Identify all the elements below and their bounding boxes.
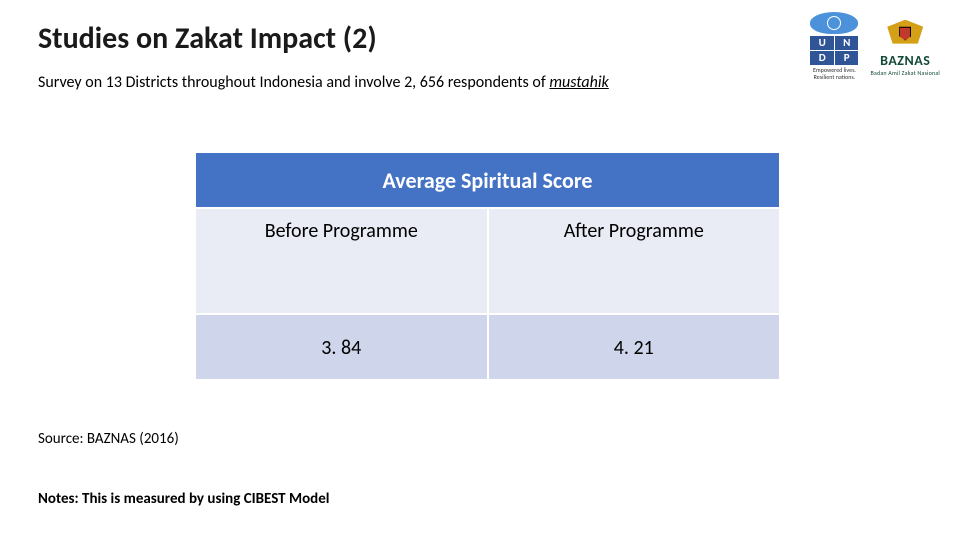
baznas-name: BAZNAS (880, 52, 930, 69)
subtitle-italic: mustahik (549, 73, 608, 92)
spiritual-score-table: Average Spiritual Score Before Programme… (195, 152, 780, 380)
undp-letter: N (835, 36, 859, 50)
undp-letter: U (810, 36, 834, 50)
undp-letter-grid: U N D P (810, 36, 858, 65)
un-emblem-icon (810, 12, 858, 34)
col-after-header: After Programme (488, 208, 781, 314)
logo-bar: U N D P Empowered lives. Resilient natio… (808, 12, 940, 80)
before-value: 3. 84 (195, 314, 488, 380)
baznas-logo: BAZNAS Badan Amil Zakat Nasional (870, 16, 940, 77)
garuda-icon (885, 16, 925, 52)
after-value: 4. 21 (488, 314, 781, 380)
col-before-header: Before Programme (195, 208, 488, 314)
source-note: Source: BAZNAS (2016) (38, 430, 179, 448)
undp-logo: U N D P Empowered lives. Resilient natio… (808, 12, 860, 80)
table-row-subheader: Before Programme After Programme (195, 208, 780, 314)
undp-caption: Empowered lives. Resilient nations. (808, 67, 860, 80)
undp-letter: D (810, 51, 834, 65)
subtitle-text: Survey on 13 Districts throughout Indone… (38, 73, 549, 92)
undp-letter: P (835, 51, 859, 65)
table-row: 3. 84 4. 21 (195, 314, 780, 380)
footnote: Notes: This is measured by using CIBEST … (38, 490, 329, 508)
page-title: Studies on Zakat Impact (2) (38, 20, 377, 57)
survey-subtitle: Survey on 13 Districts throughout Indone… (38, 73, 609, 92)
baznas-subtext: Badan Amil Zakat Nasional (870, 69, 940, 77)
table-header-main: Average Spiritual Score (195, 152, 780, 208)
